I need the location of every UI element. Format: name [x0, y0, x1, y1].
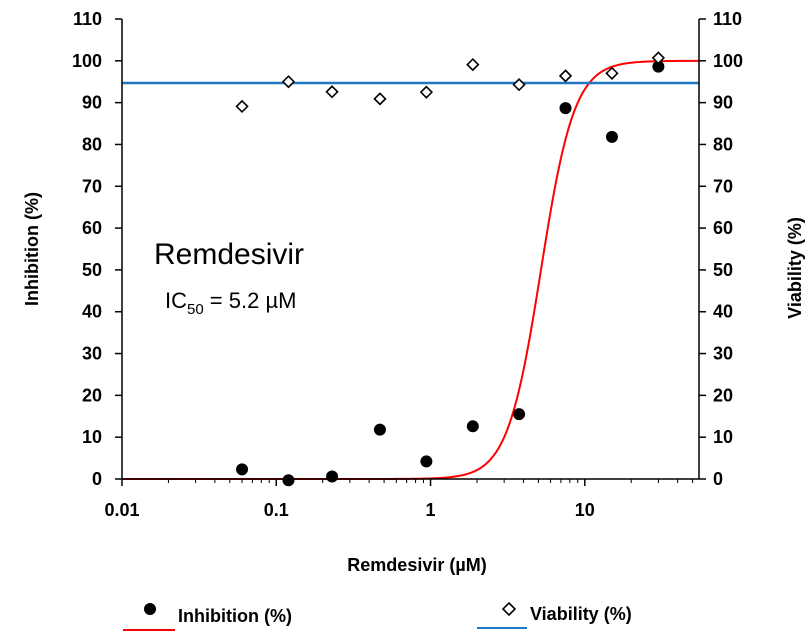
y2-tick-label: 110	[713, 9, 742, 29]
data-points-layer	[235, 51, 666, 487]
y-axis-title: Inhibition (%)	[22, 192, 42, 306]
legend-inhibition-label: Inhibition (%)	[178, 606, 292, 626]
inhibition-point	[282, 474, 295, 487]
y-tick-label: 40	[82, 302, 102, 322]
x-tick-label: 0.1	[264, 500, 289, 520]
y-tick-label: 110	[73, 9, 102, 29]
viability-point	[466, 57, 480, 72]
y-tick-label: 80	[82, 134, 102, 154]
y2-tick-label: 0	[713, 469, 723, 489]
ic50-subscript: 50	[187, 301, 204, 318]
inhibition-point	[420, 455, 433, 468]
y-tick-label: 0	[92, 469, 102, 489]
viability-point	[651, 51, 666, 65]
inhibition-point	[605, 130, 618, 143]
y-tick-label: 60	[82, 218, 102, 238]
y-tick-label: 50	[82, 260, 102, 280]
viability-point	[235, 99, 249, 114]
y2-tick-label: 20	[713, 385, 733, 405]
y2-tick-label: 70	[713, 176, 733, 196]
inhibition-point	[466, 420, 479, 433]
y2-tick-label: 10	[713, 427, 733, 447]
legend-item-viability: Viability (%)	[477, 601, 632, 629]
y-tick-label: 70	[82, 176, 102, 196]
y2-tick-label: 40	[713, 302, 733, 322]
viability-point	[558, 69, 573, 83]
viability-point	[281, 75, 296, 89]
legend-item-inhibition: Inhibition (%)	[123, 603, 292, 631]
viability-point	[373, 92, 387, 106]
legend-viability-label: Viability (%)	[530, 604, 632, 624]
drug-annotation: Remdesivir	[154, 238, 304, 271]
legend-viability-marker	[501, 601, 517, 617]
viability-point	[512, 78, 526, 92]
legend-inhibition-marker	[144, 603, 156, 615]
x-tick-label: 10	[575, 500, 595, 520]
inhibition-point	[373, 423, 386, 436]
y2-tick-label: 80	[713, 134, 733, 154]
ic50-annotation: IC50 = 5.2 µM	[165, 288, 296, 318]
x-tick-label: 0.01	[104, 500, 139, 520]
x-tick-label: 1	[426, 500, 436, 520]
legend: Inhibition (%) Viability (%)	[123, 601, 632, 631]
y2-tick-label: 30	[713, 344, 733, 364]
x-axis-title: Remdesivir (µM)	[347, 555, 486, 575]
y-tick-label: 30	[82, 344, 102, 364]
y2-tick-label: 100	[713, 51, 743, 71]
y2-axis-title: Viability (%)	[785, 217, 805, 319]
inhibition-point	[652, 60, 665, 73]
y2-tick-label: 60	[713, 218, 733, 238]
y-tick-label: 10	[82, 427, 102, 447]
y2-tick-label: 50	[713, 260, 733, 280]
ic50-prefix: IC	[165, 288, 187, 313]
viability-point	[419, 85, 434, 99]
y-tick-label: 90	[82, 93, 102, 113]
viability-point	[605, 66, 619, 80]
y2-tick-label: 90	[713, 93, 733, 113]
y-tick-label: 20	[82, 385, 102, 405]
inhibition-point	[236, 463, 249, 476]
inhibition-point	[513, 408, 526, 421]
y-tick-label: 100	[72, 51, 102, 71]
inhibition-point	[559, 102, 572, 115]
ic50-value: = 5.2 µM	[204, 288, 297, 313]
viability-point	[325, 85, 339, 99]
inhibition-point	[326, 470, 339, 483]
